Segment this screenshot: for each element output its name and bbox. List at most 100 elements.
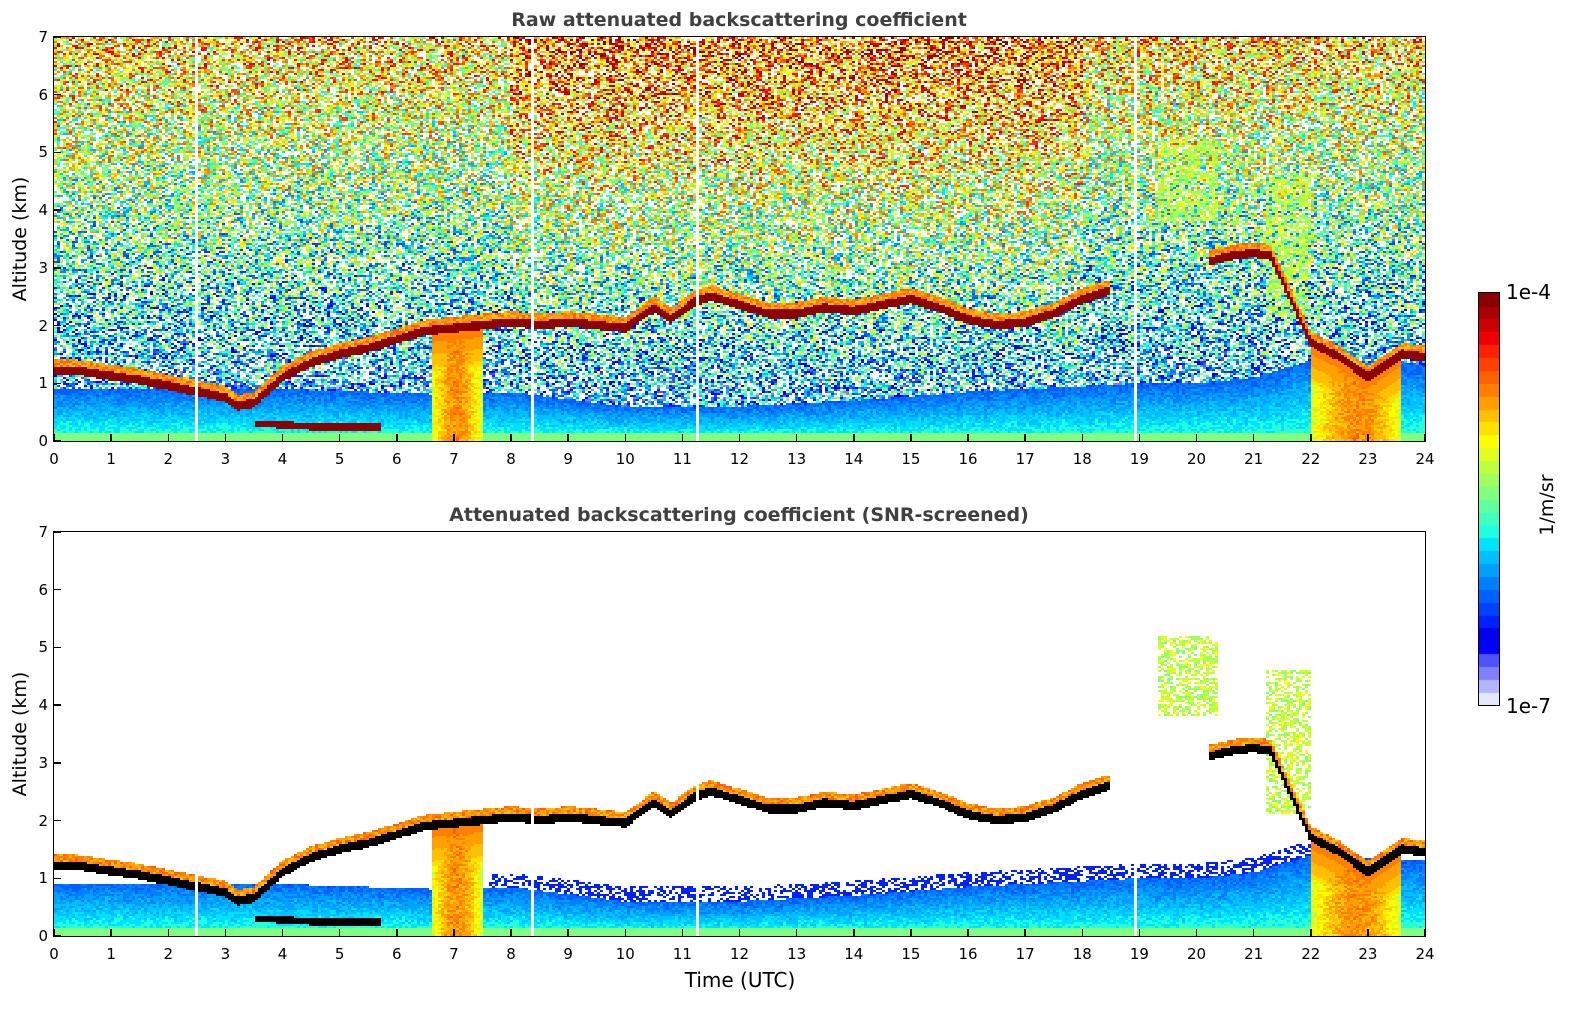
x-tick-label: 8 [506,450,516,468]
x-tick-label: 4 [277,945,288,963]
x-tick-mark [1081,434,1083,441]
x-tick-mark [1252,929,1255,936]
x-tick-mark [1367,434,1369,441]
x-tick-label: 7 [449,945,459,963]
x-tick-label: 22 [1301,450,1321,468]
x-tick-label: 18 [1072,945,1092,963]
x-tick-mark [1310,434,1312,441]
x-tick-mark [567,434,569,441]
x-tick-mark [110,929,112,936]
x-tick-label: 14 [844,945,864,963]
x-tick-mark [624,929,626,936]
x-tick-mark [624,434,626,441]
x-tick-mark [1195,434,1198,441]
x-tick-label: 1 [106,945,116,963]
x-tick-label: 20 [1186,450,1207,468]
x-tick-label: 10 [615,945,635,963]
x-tick-mark [1024,929,1026,936]
x-tick-label: 7 [449,450,459,468]
x-tick-label: 24 [1415,450,1435,468]
y-tick-label: 3 [38,753,48,772]
x-tick-label: 2 [163,450,174,468]
x-tick-mark [967,434,969,441]
y-tick-mark [54,151,61,154]
y-tick-mark [54,646,61,649]
x-tick-label: 4 [277,450,288,468]
x-tick-label: 9 [563,450,573,468]
x-tick-mark [110,434,112,441]
y-tick-mark [54,819,61,822]
top-heatmap-plot [53,36,1426,442]
bottom-y-axis-label: Altitude (km) [9,671,31,797]
x-tick-mark [853,929,855,936]
x-tick-mark [1081,929,1083,936]
y-tick-label: 0 [38,432,48,450]
x-tick-label: 14 [844,450,864,468]
top-chart-title: Raw attenuated backscattering coefficien… [511,9,967,31]
x-tick-label: 10 [615,450,635,468]
y-tick-label: 2 [38,316,48,335]
x-tick-mark [224,929,227,936]
x-tick-mark [396,929,398,936]
x-tick-mark [1195,929,1198,936]
x-tick-label: 17 [1015,945,1035,963]
x-tick-mark [910,929,912,936]
x-tick-label: 0 [49,945,59,963]
x-tick-mark [396,434,398,441]
y-tick-label: 6 [38,580,48,599]
y-tick-label: 6 [38,85,48,104]
x-tick-label: 18 [1072,450,1092,468]
x-tick-mark [853,434,855,441]
y-tick-mark [54,762,61,764]
x-tick-label: 9 [563,945,573,963]
y-tick-label: 7 [38,523,48,541]
x-tick-label: 2 [163,945,174,963]
x-tick-label: 1 [106,450,116,468]
x-tick-label: 20 [1186,945,1207,963]
x-tick-label: 21 [1244,450,1264,468]
x-tick-mark [681,929,684,936]
x-tick-mark [1310,929,1312,936]
y-tick-label: 4 [38,696,48,715]
x-tick-label: 24 [1415,945,1435,963]
y-tick-mark [54,93,61,96]
y-tick-mark [54,440,61,442]
x-tick-label: 11 [672,450,692,468]
x-tick-label: 16 [958,450,978,468]
colorbar [1478,292,1500,706]
x-tick-mark [281,434,284,441]
y-tick-label: 1 [38,374,48,393]
x-tick-label: 6 [391,450,402,468]
x-axis-label: Time (UTC) [684,968,796,992]
x-tick-label: 23 [1358,450,1378,468]
x-tick-label: 16 [958,945,978,963]
x-tick-label: 22 [1301,945,1321,963]
x-tick-label: 17 [1015,450,1035,468]
x-tick-mark [453,929,455,936]
x-tick-mark [510,434,512,441]
bottom-chart-title: Attenuated backscattering coefficient (S… [449,504,1029,526]
y-tick-mark [54,588,61,591]
y-tick-mark [54,267,61,269]
top-y-axis-label: Altitude (km) [9,176,31,302]
x-tick-label: 13 [787,945,807,963]
x-tick-mark [967,929,969,936]
y-tick-label: 3 [38,258,48,277]
x-tick-label: 6 [391,945,402,963]
x-tick-label: 3 [220,945,231,963]
y-tick-label: 0 [38,927,48,945]
x-tick-mark [1024,434,1026,441]
y-tick-label: 7 [38,28,48,46]
x-tick-label: 12 [729,450,750,468]
x-tick-mark [281,929,284,936]
x-tick-label: 5 [334,450,345,468]
x-tick-label: 11 [672,945,692,963]
x-tick-label: 15 [901,945,921,963]
bottom-heatmap-raster [54,532,1425,936]
x-tick-mark [510,929,512,936]
x-tick-label: 0 [49,450,59,468]
x-tick-mark [453,434,455,441]
x-tick-label: 12 [729,945,750,963]
x-tick-label: 13 [787,450,807,468]
y-tick-mark [54,531,61,533]
